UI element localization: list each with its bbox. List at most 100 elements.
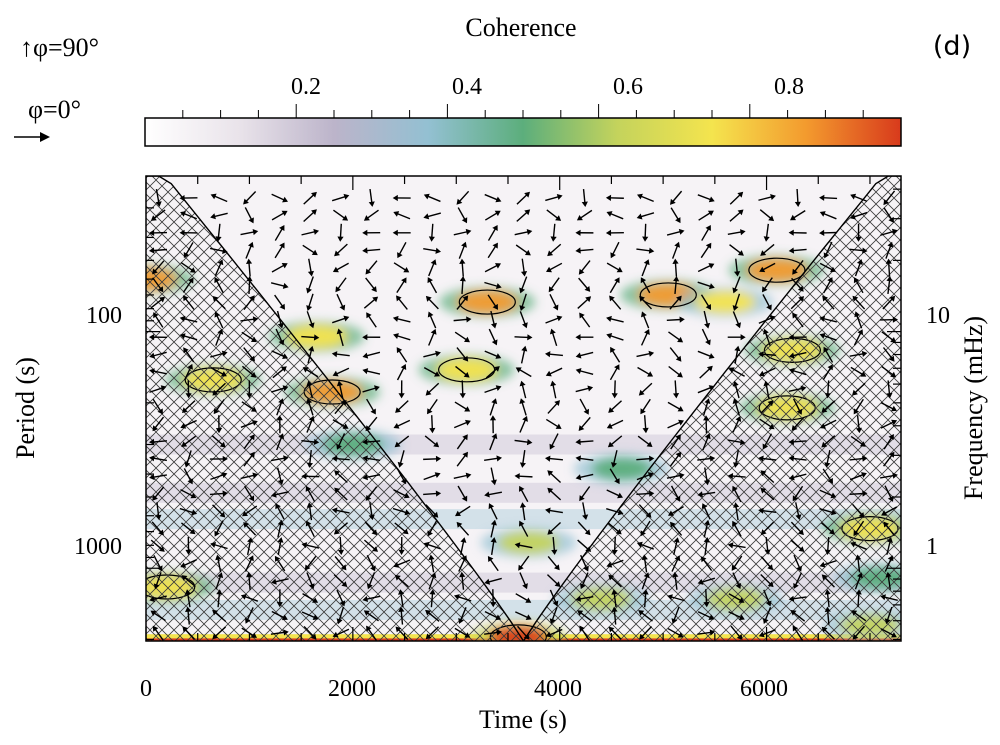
phase-arrow [849,490,868,497]
phase-arrows [149,188,898,641]
phase-arrow [670,485,681,502]
phase-arrow [579,312,591,328]
phase-arrow [149,229,168,236]
phase-arrow [545,418,562,429]
phase-arrow [672,571,679,590]
phase-arrow [607,522,622,535]
phase-arrow [795,502,802,520]
phase-arrow [885,571,892,590]
phase-arrow [484,491,503,498]
phase-arrow [792,625,804,641]
phase-arrow [850,211,868,220]
phase-arrow [606,262,623,273]
phase-arrow [667,419,684,429]
phase-arrow [334,470,348,484]
phase-arrow [487,556,499,572]
phase-arrow [788,334,807,341]
phase-arrow [301,611,319,620]
phase-arrow [636,490,655,497]
y-tick-label: 100 [86,303,122,329]
phase-arrow [822,468,833,484]
phase-arrow [270,282,289,289]
phase-arrow [638,504,652,518]
phase-arrow [209,455,228,462]
phase-arrow [727,229,746,236]
phase-arrow [305,520,315,537]
phase-arrow [149,385,167,393]
phase-arrow [425,504,439,518]
phase-arrow [579,625,591,641]
phase-arrow [611,589,618,608]
phase-arrow [582,502,589,520]
phase-arrow [852,382,866,396]
phase-arrow [271,491,289,498]
phase-arrow [455,365,470,378]
phase-arrow [490,537,497,556]
phase-arrow [670,434,681,450]
phase-arrow [423,212,441,220]
phase-arrow [180,419,197,429]
phase-arrow [822,295,835,310]
phase-arrow [581,188,588,207]
phase-arrow [545,194,563,202]
phase-arrow [425,609,440,622]
phase-arrow [608,400,623,413]
phase-arrow [547,243,562,257]
phase-arrow [301,228,319,236]
phase-arrow [819,315,837,323]
phase-arrow [760,243,775,256]
phase-arrow [335,277,347,293]
phase-arrow [606,333,624,341]
phase-arrow [331,315,350,324]
phase-arrow [337,536,345,555]
x-axis-title: Time (s) [479,705,567,734]
phase-arrow [484,210,501,221]
phase-arrow [636,247,655,254]
phase-arrow [879,316,898,323]
phase-arrow [853,329,863,346]
phase-arrow [427,520,438,537]
phase-arrow [243,347,255,362]
phase-arrow [424,435,440,448]
phase-arrow [179,507,198,516]
phase-arrow [368,502,375,521]
phase-arrow [303,191,317,205]
phase-arrow [575,368,594,375]
phase-arrow [849,350,868,357]
phase-arrow [576,209,593,221]
phase-arrow [152,486,165,501]
phase-arrow [884,606,893,625]
phase-arrow [484,350,502,359]
phase-arrow [245,607,254,624]
phase-arrow [337,223,344,242]
phase-arrow [488,328,498,346]
phase-arrow [362,368,381,375]
phase-arrow [670,190,683,205]
axis-ticks [145,176,901,641]
phase-arrow [760,470,775,483]
phase-arrow [277,519,284,538]
phase-arrow [575,438,594,445]
phase-arrow [429,415,436,434]
phase-arrow [152,398,163,415]
phase-arrow [456,295,469,310]
phase-arrow [519,276,528,294]
phase-arrow [153,572,162,590]
phase-arrow [153,312,164,328]
phase-arrow [697,385,715,394]
phase-arrow [641,311,650,329]
phase-arrow [637,193,654,203]
phase-arrow [210,367,227,377]
phase-arrow [428,328,437,346]
phase-arrow [155,502,162,521]
phase-arrow [732,520,742,537]
phase-arrow [484,281,502,289]
phase-arrow [302,244,318,256]
phase-arrow [365,486,378,501]
phase-arrow [214,277,224,294]
phase-arrow [697,629,716,636]
phase-arrow [729,191,744,205]
phase-arrow [638,610,653,622]
phase-arrow [575,473,594,481]
phase-arrow [152,625,164,641]
